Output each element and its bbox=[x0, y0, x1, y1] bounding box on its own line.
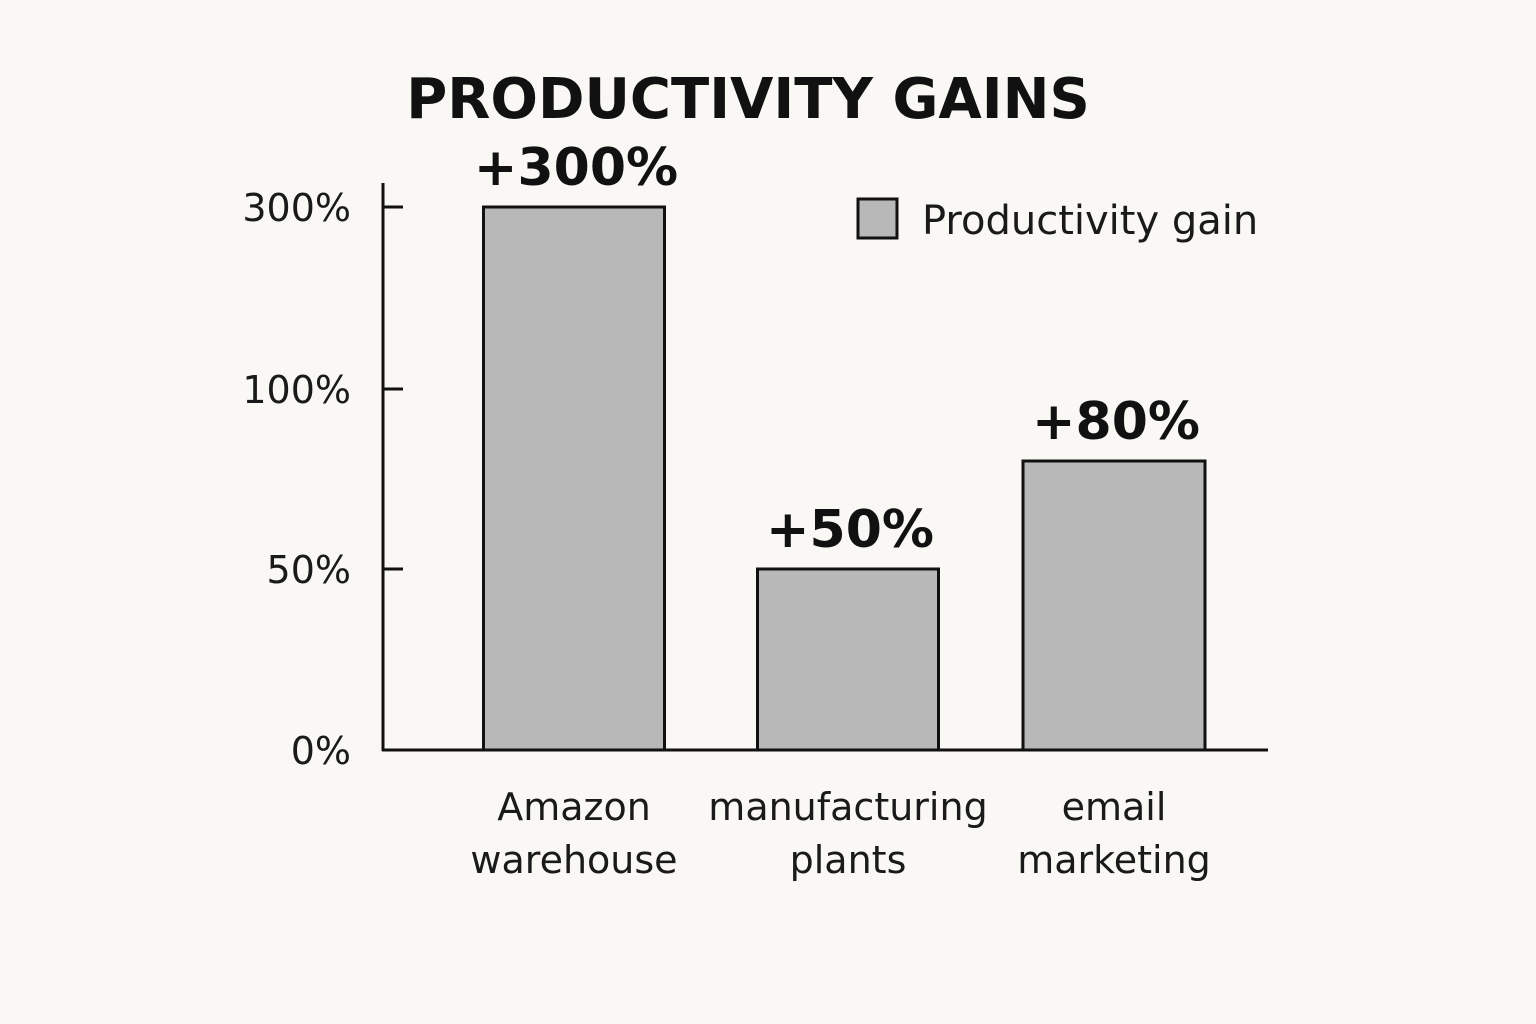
data-labels: +300% +50% +80% bbox=[474, 138, 1200, 560]
bars bbox=[482, 205, 1207, 752]
category-label: email bbox=[1062, 785, 1167, 829]
legend: Productivity gain bbox=[856, 197, 1258, 244]
data-label: +300% bbox=[474, 138, 678, 198]
y-tick-label: 100% bbox=[242, 368, 351, 412]
category-label: Amazon bbox=[497, 785, 651, 829]
y-axis: 0% 50% 100% 300% bbox=[242, 183, 403, 773]
y-tick-label: 0% bbox=[291, 729, 351, 773]
y-tick-label: 50% bbox=[267, 548, 351, 592]
category-label: plants bbox=[790, 838, 907, 882]
data-label: +80% bbox=[1032, 392, 1200, 452]
bar bbox=[1021, 459, 1207, 752]
category-label: manufacturing bbox=[708, 785, 987, 829]
bar bbox=[756, 567, 940, 752]
bar bbox=[482, 205, 666, 752]
category-label: warehouse bbox=[470, 838, 677, 882]
data-label: +50% bbox=[766, 500, 934, 560]
chart-title: PRODUCTIVITY GAINS bbox=[406, 67, 1090, 132]
category-labels: Amazon warehouse manufacturing plants email m… bbox=[470, 785, 1210, 882]
legend-swatch bbox=[856, 197, 899, 240]
legend-label: Productivity gain bbox=[922, 198, 1258, 244]
y-tick-label: 300% bbox=[242, 186, 351, 230]
category-label: marketing bbox=[1017, 838, 1211, 882]
